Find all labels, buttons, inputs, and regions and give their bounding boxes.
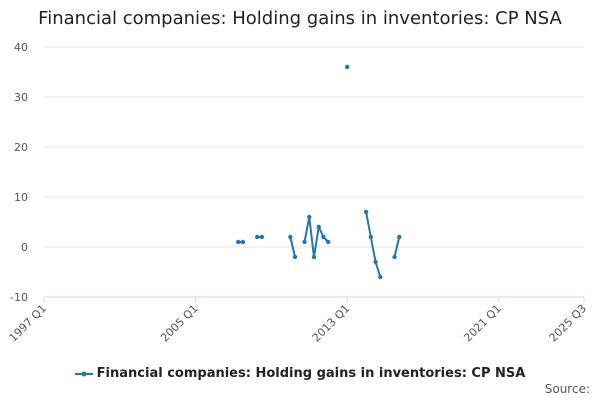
data-point: [302, 239, 307, 245]
y-tick-label: 40: [14, 41, 28, 54]
y-tick-label: 20: [14, 141, 28, 154]
data-point: [316, 224, 321, 230]
data-point: [344, 64, 350, 70]
legend[interactable]: Financial companies: Holding gains in in…: [0, 366, 600, 381]
data-point: [378, 274, 383, 280]
x-axis-tick-labels: 1997 Q1 2005 Q1 2013 Q1 2021 Q1 2025 Q3: [7, 302, 590, 345]
data-point: [373, 259, 378, 265]
data-point: [368, 234, 374, 240]
x-tick-label: 2025 Q3: [547, 302, 590, 345]
data-point: [288, 234, 293, 240]
data-point: [307, 214, 312, 220]
x-tick-label: 2021 Q1: [461, 302, 504, 345]
x-tick-label: 2013 Q1: [310, 302, 353, 345]
data-point: [292, 254, 298, 260]
series-line: [236, 64, 402, 280]
series-line-segment: [289, 236, 297, 258]
legend-series-label: Financial companies: Holding gains in in…: [96, 366, 526, 381]
data-point: [259, 234, 265, 240]
y-axis-tick-labels: -10 0 10 20 30 40: [10, 41, 28, 304]
data-point: [254, 234, 260, 240]
data-point: [363, 209, 369, 215]
series-line-segment: [365, 211, 382, 278]
y-tick-label: 30: [14, 91, 28, 104]
data-point: [392, 254, 397, 260]
gridlines: [44, 46, 584, 298]
x-axis: [43, 296, 585, 303]
series-line-segment: [393, 236, 401, 258]
chart-title: Financial companies: Holding gains in in…: [38, 8, 562, 29]
data-point: [240, 239, 246, 245]
data-point: [321, 234, 326, 240]
x-tick-label: 2005 Q1: [158, 302, 201, 345]
data-point: [397, 234, 402, 240]
y-tick-label: 10: [14, 191, 28, 204]
y-tick-label: -10: [10, 291, 28, 304]
data-point: [311, 254, 317, 260]
y-tick-label: 0: [21, 241, 28, 254]
data-point: [326, 239, 331, 245]
source-label: Source:: [544, 382, 590, 396]
legend-series-swatch: [74, 371, 93, 376]
x-tick-label: 1997 Q1: [7, 302, 50, 345]
data-point: [236, 239, 241, 245]
